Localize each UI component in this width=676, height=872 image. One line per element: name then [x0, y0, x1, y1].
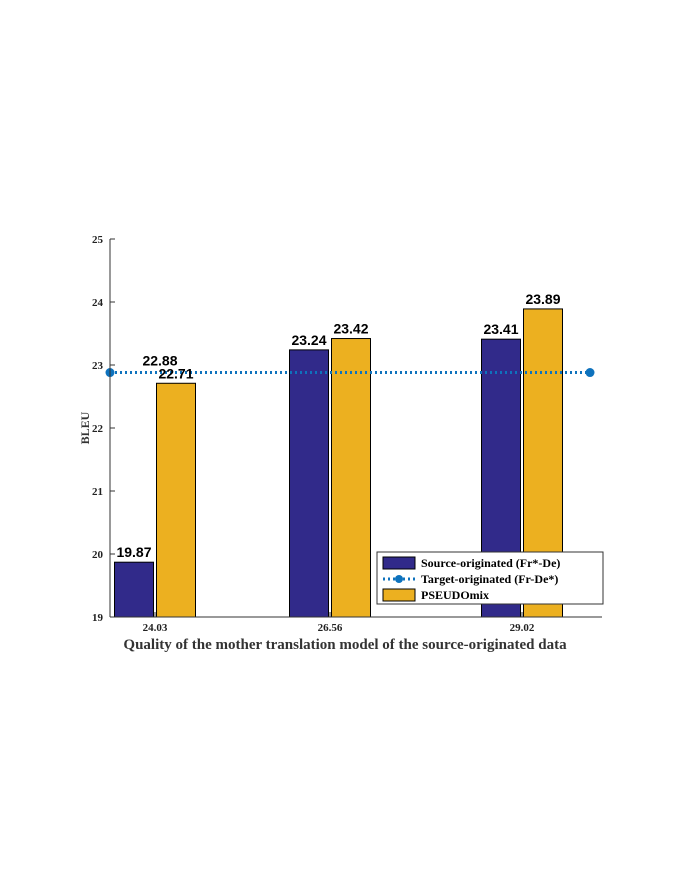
legend-label-target-originated: Target-originated (Fr-De*): [421, 572, 558, 586]
y-tick-label-19: 19: [92, 612, 104, 624]
y-axis-title: BLEU: [78, 411, 92, 444]
data-label-pseudomix-1: 23.42: [333, 321, 368, 337]
y-tick-label-24: 24: [92, 297, 104, 309]
legend-swatch-pseudomix: [382, 588, 416, 602]
y-tick-label-20: 20: [92, 549, 104, 561]
x-tick-label-0: 24.03: [143, 622, 168, 634]
data-label-target-originated: 22.88: [142, 353, 177, 369]
bar-source-originated-0: [114, 561, 154, 618]
data-label-source-originated-1: 23.24: [291, 332, 326, 348]
data-label-pseudomix-0: 22.71: [158, 365, 193, 381]
legend: Source-originated (Fr*-De) Target-origina…: [376, 551, 604, 605]
legend-label-pseudomix: PSEUDOmix: [421, 588, 489, 602]
axes: 19 20 21 22 23 24 25 24.03 26.56 29.02: [92, 234, 602, 634]
legend-swatch-source-originated: [382, 556, 416, 570]
target-originated-marker-right: [585, 368, 595, 378]
data-label-pseudomix-2: 23.89: [525, 291, 560, 307]
data-labels: 19.87 23.24 23.41 22.71 23.42 23.89 22.88: [116, 291, 560, 560]
y-tick-label-21: 21: [92, 486, 103, 498]
legend-swatch-marker-target-originated: [395, 575, 403, 583]
x-tick-label-2: 29.02: [510, 622, 535, 634]
legend-label-source-originated: Source-originated (Fr*-De): [421, 556, 560, 570]
y-tick-label-23: 23: [92, 360, 104, 372]
data-label-source-originated-0: 19.87: [116, 544, 151, 560]
x-tick-label-1: 26.56: [318, 622, 343, 634]
y-tick-label-22: 22: [92, 423, 104, 435]
y-tick-label-25: 25: [92, 234, 104, 246]
bar-source-originated-1: [289, 349, 329, 618]
bar-pseudomix-0: [156, 382, 196, 618]
bar-pseudomix-1: [331, 338, 371, 618]
x-axis-title: Quality of the mother translation model …: [123, 637, 567, 653]
data-label-source-originated-2: 23.41: [483, 321, 518, 337]
